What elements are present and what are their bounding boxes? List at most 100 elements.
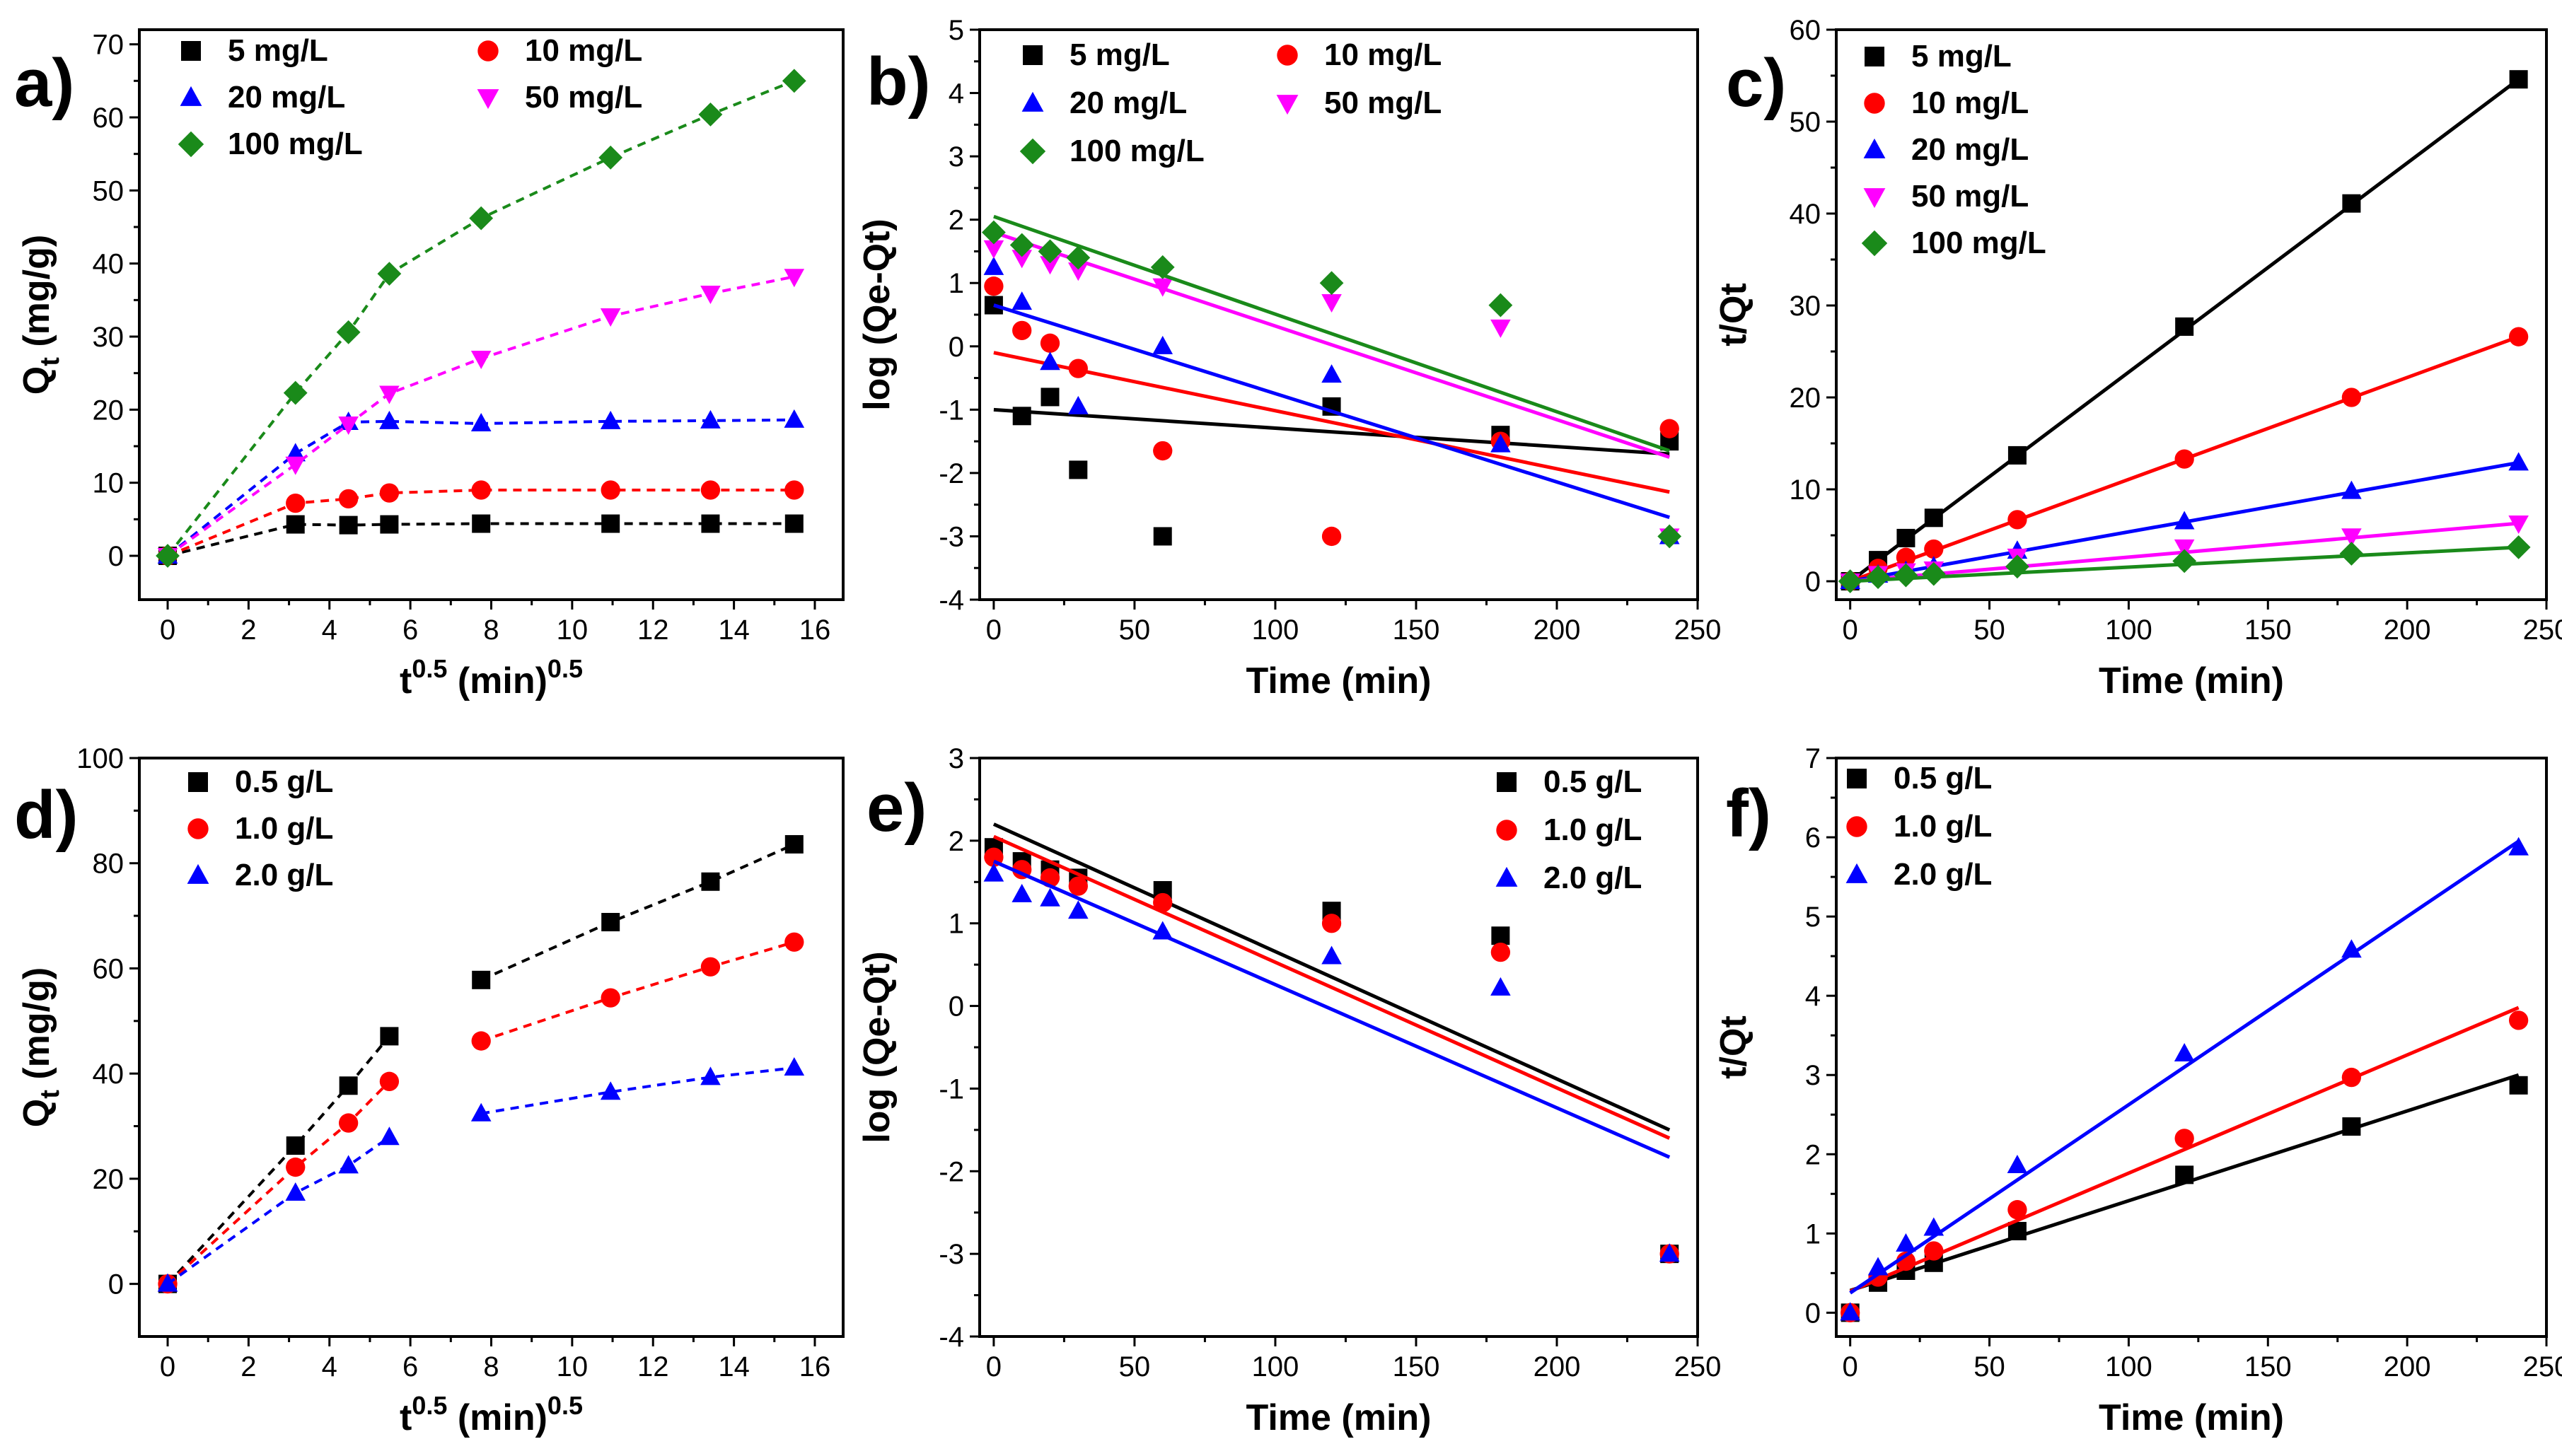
data-point [2508,452,2529,471]
data-point [598,145,623,170]
data-point [1924,1241,1944,1261]
y-tick-label: 5 [1805,902,1821,933]
x-tick-label: 2 [240,1351,256,1382]
legend-label: 5 mg/L [1070,37,1170,72]
data-point [1659,1243,1680,1262]
y-tick-label: 50 [1790,107,1821,138]
data-point [1923,1217,1944,1236]
legend: 0.5 g/L 1.0 g/L 2.0 g/L [1495,764,1642,895]
x-tick-label: 200 [2384,615,2431,646]
series-line [166,418,794,557]
fit-line [993,351,1670,494]
legend-entry: 100 mg/L [1019,134,1205,168]
y-tick-label: 20 [93,395,124,426]
y-tick-label: 7 [1805,743,1821,774]
series-1.0-g-l [984,834,1679,1264]
y-tick-label: -1 [939,1073,964,1105]
legend-label: 20 mg/L [228,80,345,115]
legend-marker [1847,769,1867,788]
series-5-mg-l [158,514,804,565]
data-point [1152,335,1173,354]
x-tick-label: 50 [1119,1351,1151,1382]
data-point [1009,233,1034,257]
x-axis-title: Time (min) [2099,1397,2284,1438]
x-tick-label: 10 [557,615,589,646]
legend-marker [1863,188,1886,209]
data-point [983,240,1004,259]
x-tick-label: 2 [240,615,256,646]
legend-marker [1496,820,1517,841]
y-tick-label: 30 [1790,291,1821,322]
legend-entry: 1.0 g/L [187,811,333,846]
series-100-mg-l [156,69,806,568]
data-point [1866,565,1890,590]
data-point [1840,1302,1860,1321]
data-point [379,385,400,404]
data-point [2175,1165,2194,1184]
x-axis-title-part: 0.5 [547,1391,583,1420]
data-point [377,262,402,286]
x-tick-label: 8 [483,615,499,646]
legend-marker [1021,91,1044,112]
plot-area [157,834,805,1294]
x-tick-label: 250 [1674,615,1722,646]
legend-label: 0.5 g/L [1543,764,1642,799]
x-tick-label: 150 [1393,615,1440,646]
x-tick-label: 200 [1534,615,1581,646]
data-point [701,872,720,891]
data-point [379,1126,400,1146]
y-axis-title: Qt (mg/g) [16,967,65,1127]
data-point [286,493,306,513]
series-line [480,843,795,982]
data-point [1012,407,1031,426]
series-50-mg-l [157,269,805,566]
panel-label: d) [14,777,79,853]
legend-entry: 0.5 g/L [1497,764,1642,799]
x-tick-label: 250 [2523,615,2562,646]
data-point [1012,250,1033,269]
data-point [2174,511,2195,530]
data-point [1069,460,1088,479]
data-point [156,544,180,568]
legend-label: 1.0 g/L [1894,809,1992,844]
data-point [2007,1155,2028,1174]
data-point [380,1027,399,1046]
legend-marker [1023,45,1043,65]
x-tick-label: 150 [2244,1351,2292,1382]
data-point [701,514,720,533]
data-point [469,206,494,231]
series-10-mg-l [158,480,804,566]
y-tick-label: 100 [76,743,124,774]
legend-label: 2.0 g/L [1543,861,1642,895]
legend-label: 10 mg/L [525,33,642,68]
series-5-mg-l [984,296,1679,546]
x-tick-label: 0 [160,1351,175,1382]
data-point [784,409,805,428]
series-line [166,79,795,557]
data-point [1012,883,1033,902]
data-point [2174,1043,2195,1062]
y-tick-label: 2 [949,205,964,236]
plot-area [156,69,806,568]
legend-entry: 5 mg/L [1023,37,1170,72]
x-axis-title: Time (min) [1246,1397,1432,1438]
legend-label: 0.5 g/L [235,764,333,799]
data-point [700,1066,721,1085]
x-axis-title-part: t [400,660,412,701]
x-axis-title-part: t [400,1397,412,1438]
plot-frame [1835,757,2548,1338]
legend: 0.5 g/L 1.0 g/L 2.0 g/L [1845,761,1992,892]
data-point [784,834,804,854]
x-tick-label: 250 [1674,1351,1722,1382]
x-tick-label: 150 [1393,1351,1440,1382]
data-point [1068,395,1089,414]
data-point [2007,510,2027,530]
y-tick-label: 10 [93,468,124,499]
x-tick-label: 10 [557,1351,589,1382]
fit-line [992,822,1671,1132]
x-tick-label: 150 [2244,615,2292,646]
legend-label: 0.5 g/L [1894,761,1992,796]
y-tick-label: 6 [1805,822,1821,854]
fit-line [993,214,1671,453]
